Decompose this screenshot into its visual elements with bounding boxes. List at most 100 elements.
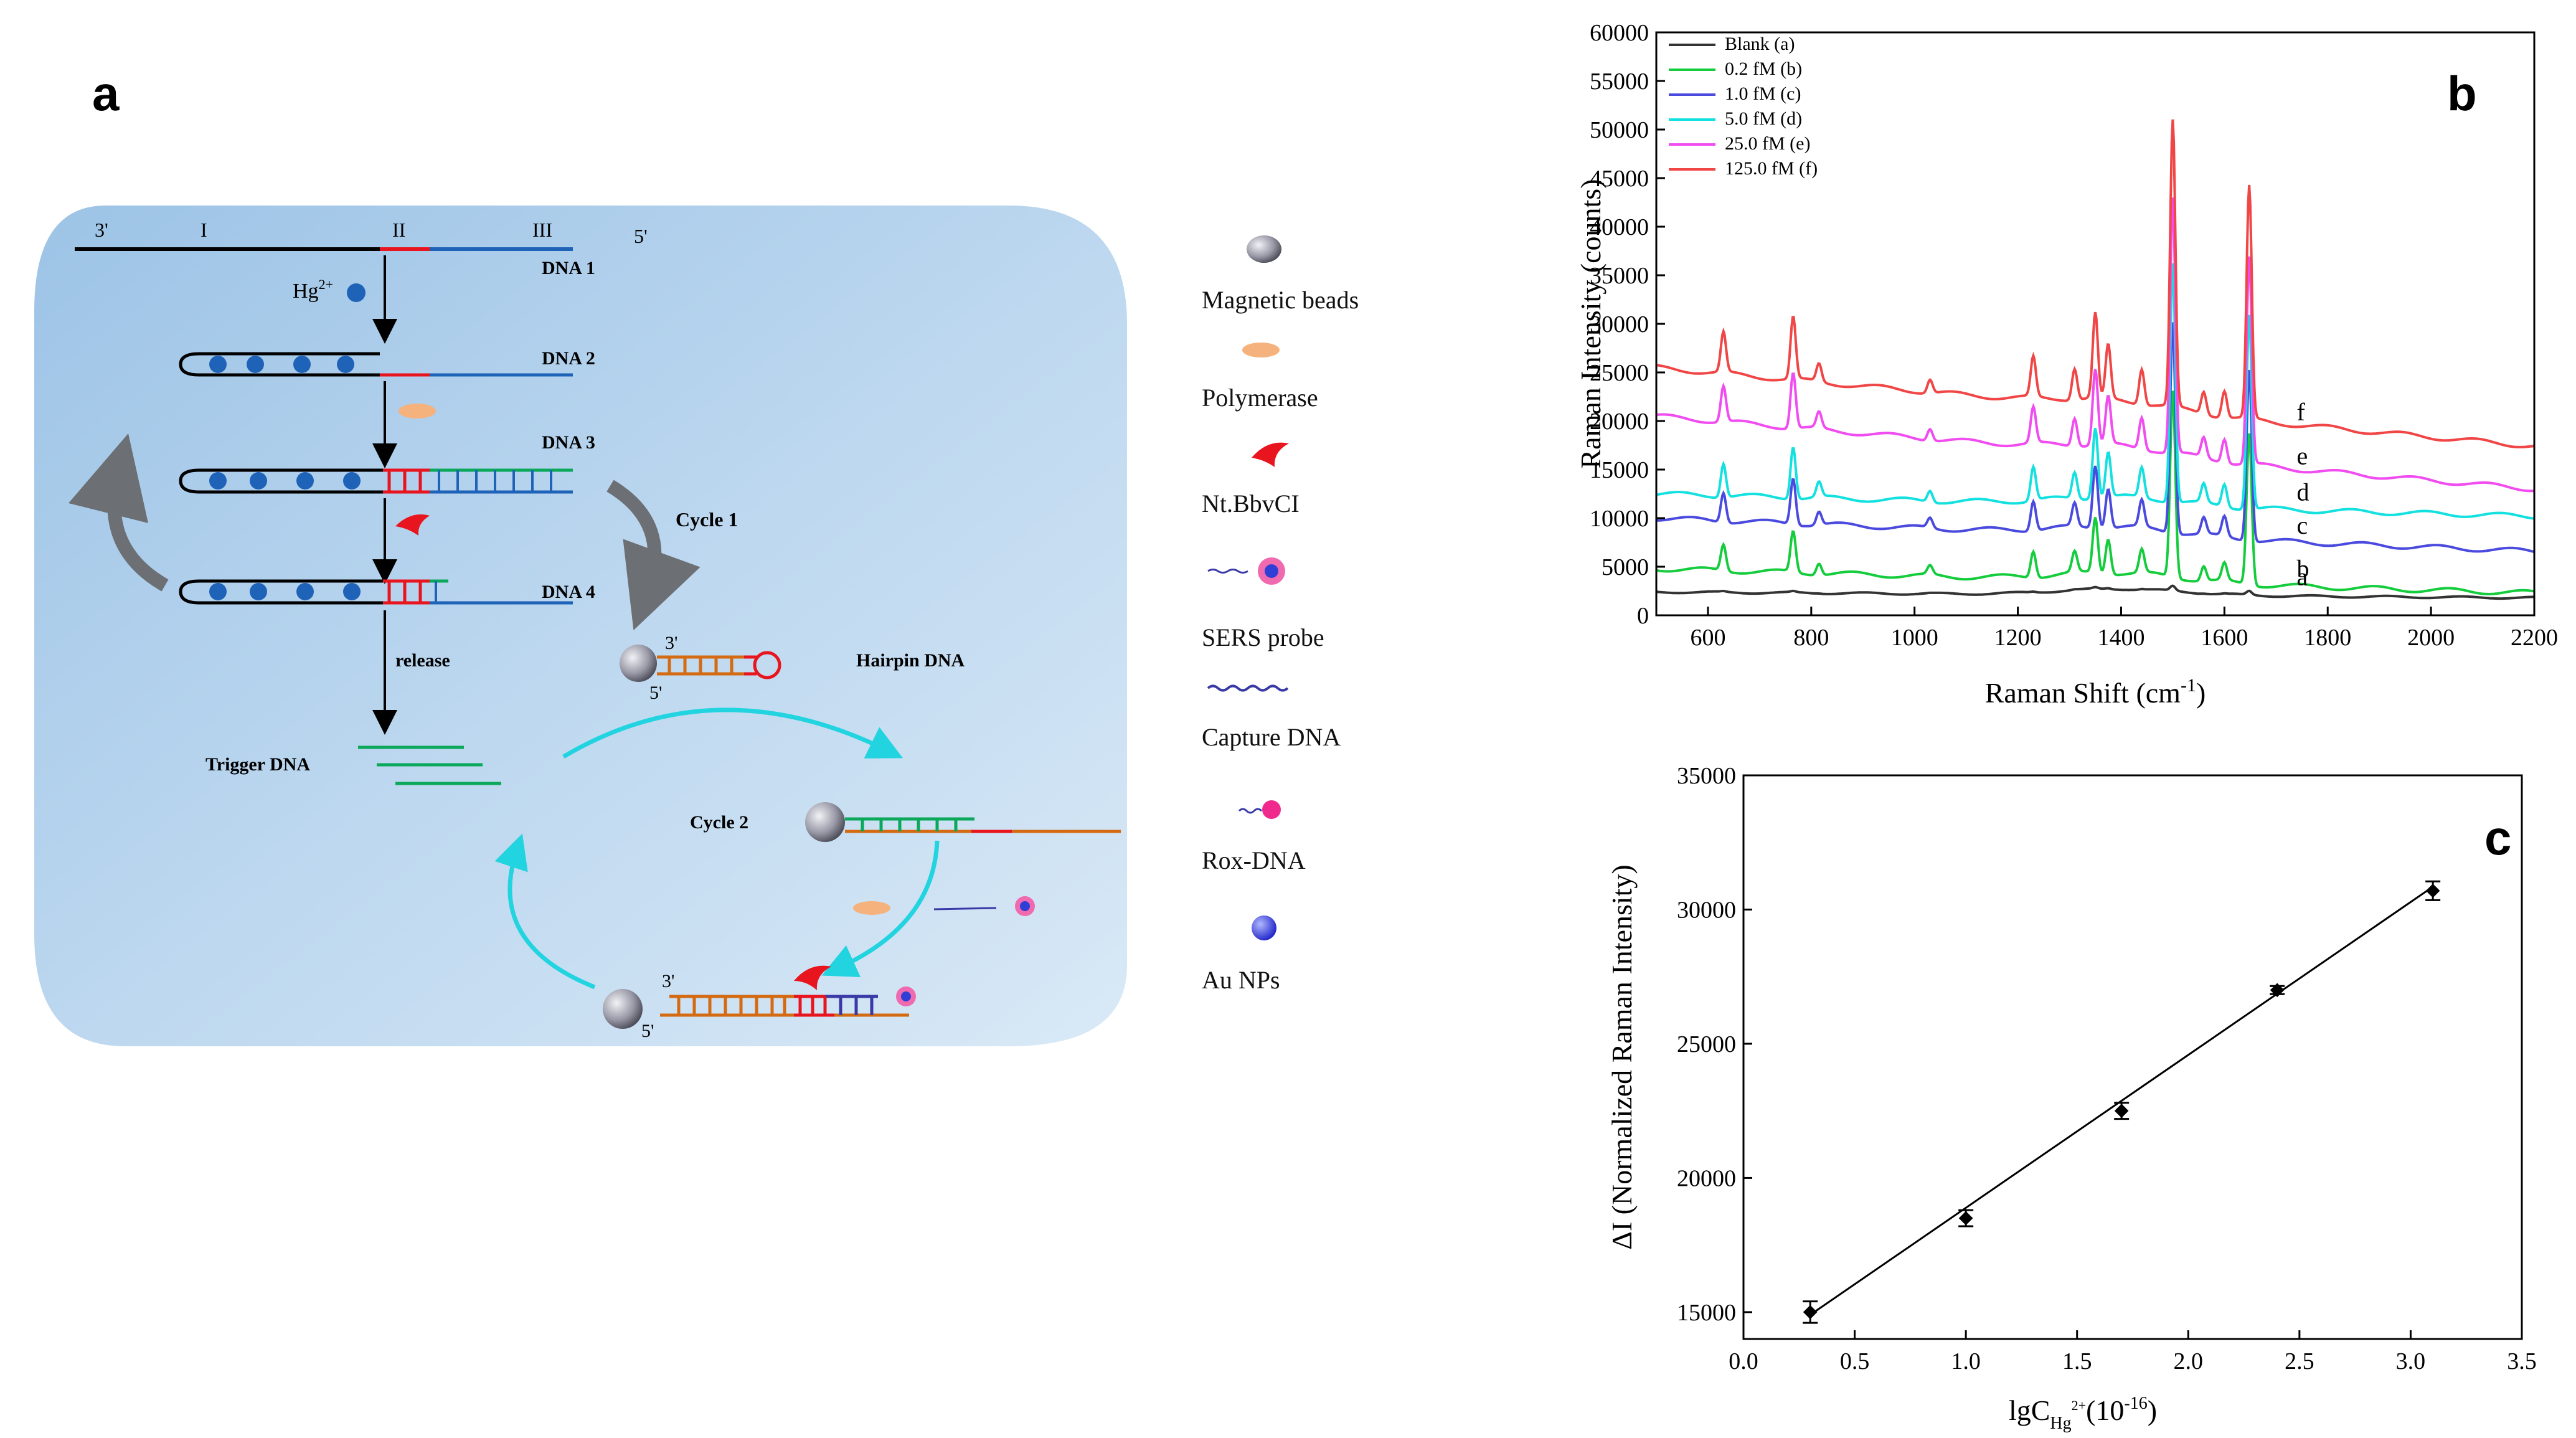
legend-entry-e: 25.0 fM (e) xyxy=(1725,133,1810,154)
hg-ion-icon xyxy=(347,283,366,302)
series-tag-a: a xyxy=(2296,563,2308,591)
y-tick-label: 55000 xyxy=(1590,69,1649,95)
bottom-bead-icon xyxy=(603,989,643,1029)
x-tick-label: 1.0 xyxy=(1951,1348,1981,1374)
bottom-duplex xyxy=(660,995,909,1017)
bottom-end-5: 5' xyxy=(641,1021,654,1041)
dna3-label: DNA 3 xyxy=(542,432,595,453)
x-tick-label: 1800 xyxy=(2304,625,2351,651)
capture-dna-icon xyxy=(1207,684,1289,692)
legend-icons xyxy=(1207,235,1289,940)
nickase-icon xyxy=(395,514,430,536)
data-point xyxy=(1803,1305,1818,1320)
y-tick-label: 20000 xyxy=(1590,409,1649,435)
cycle1-label: Cycle 1 xyxy=(676,508,738,531)
legend-entry-f: 125.0 fM (f) xyxy=(1725,158,1818,179)
dna4-label: DNA 4 xyxy=(542,582,595,602)
release-label: release xyxy=(395,650,450,671)
y-tick-label: 30000 xyxy=(1590,311,1649,338)
y-tick-label: 40000 xyxy=(1590,214,1649,240)
au-np-icon xyxy=(1252,915,1276,940)
fit-line xyxy=(1809,886,2433,1316)
sers-probe-icon-2 xyxy=(933,896,1035,916)
series-tag-c: c xyxy=(2296,511,2308,539)
x-tick-label: 1600 xyxy=(2201,625,2248,651)
legend-label-magnetic-beads: Magnetic beads xyxy=(1202,286,1359,314)
trigger-dna-label: Trigger DNA xyxy=(205,754,310,775)
data-point xyxy=(2114,1104,2129,1119)
x-tick-label: 0.5 xyxy=(1840,1348,1870,1374)
rox-dna-icon xyxy=(1238,800,1281,819)
x-tick-label: 600 xyxy=(1690,625,1725,651)
raman-spectra-chart: 600 800 1000 1200 1400 1600 1800 2000 2200 0 5000 1… xyxy=(1575,20,2558,709)
series-line-e xyxy=(1656,197,2535,493)
dna2-hairpin xyxy=(179,352,573,377)
middle-bead-icon xyxy=(805,802,845,842)
y-tick-label: 45000 xyxy=(1590,166,1649,192)
dna1-end-5: 5' xyxy=(634,225,648,247)
dna3-duplex xyxy=(179,468,573,494)
hairpin-label: Hairpin DNA xyxy=(856,650,965,671)
panel-label-a: a xyxy=(92,66,120,121)
series-line-a xyxy=(1656,584,2534,600)
magnetic-bead-icon xyxy=(1247,235,1281,263)
x-tick-label: 0.0 xyxy=(1729,1348,1758,1374)
cycle2-top-arrow xyxy=(562,707,903,759)
x-tick-label: 2000 xyxy=(2407,625,2455,651)
legend-entry-c: 1.0 fM (c) xyxy=(1725,83,1801,104)
x-tick-label: 800 xyxy=(1793,625,1829,651)
hairpin-dna xyxy=(657,651,781,679)
cycle1-left-arrow xyxy=(68,433,169,592)
dna1-label: DNA 1 xyxy=(542,258,595,278)
y-tick-label: 30000 xyxy=(1677,897,1736,923)
y-tick-label: 10000 xyxy=(1590,506,1649,532)
data-point xyxy=(2425,883,2440,898)
sers-probe-icon-3 xyxy=(896,986,916,1006)
cycle1-right-arrow xyxy=(606,480,701,631)
x-axis-label: Raman Shift (cm-1) xyxy=(1985,675,2206,709)
dna2-label: DNA 2 xyxy=(542,348,595,369)
nickase-icon-2 xyxy=(794,965,831,990)
panel-label-b: b xyxy=(2447,66,2477,121)
y-tick-label: 25000 xyxy=(1677,1031,1736,1057)
calibration-chart: 0.0 0.5 1.0 1.5 2.0 2.5 3.0 3.5 15000 20000 25000 3… xyxy=(1606,763,2537,1432)
y-tick-label: 60000 xyxy=(1590,20,1649,46)
series-tag-b: b xyxy=(2296,554,2309,582)
series-line-d xyxy=(1656,263,2535,520)
hg-label: Hg2+ xyxy=(293,277,333,303)
y-tick-label: 5000 xyxy=(1602,554,1649,580)
region-III-label: III xyxy=(532,219,552,241)
y-tick-label: 50000 xyxy=(1590,117,1649,143)
legend-label-rox-dna: Rox-DNA xyxy=(1202,846,1306,874)
polymerase-icon xyxy=(399,404,436,419)
y-tick-label: 15000 xyxy=(1677,1300,1736,1326)
x-tick-label: 2.0 xyxy=(2174,1348,2204,1374)
y-tick-label: 35000 xyxy=(1590,263,1649,289)
legend-label-polymerase: Polymerase xyxy=(1202,384,1318,412)
series-line-f xyxy=(1656,119,2535,448)
x-tick-label: 1200 xyxy=(1994,625,2042,651)
nickase-icon xyxy=(1252,442,1289,467)
series-tag-f: f xyxy=(2296,398,2305,426)
x-tick-label: 2200 xyxy=(2511,625,2558,651)
x-tick-label: 1000 xyxy=(1891,625,1938,651)
schematic-background xyxy=(34,206,1127,1046)
x-tick-label: 3.5 xyxy=(2507,1348,2537,1374)
dna1-end-3: 3' xyxy=(95,219,108,241)
legend-label-sers-probe: SERS probe xyxy=(1202,623,1324,651)
y-tick-label: 0 xyxy=(1637,603,1649,629)
y-axis-label: Raman Intensity (counts) xyxy=(1575,179,1606,468)
dna4-duplex xyxy=(179,579,573,605)
region-I-label: I xyxy=(201,219,207,241)
cycle2-right-arrow xyxy=(821,840,940,977)
y-axis-label: ΔI (Normalized Raman Intensity) xyxy=(1606,864,1638,1249)
x-tick-label: 3.0 xyxy=(2396,1348,2426,1374)
legend-entry-b: 0.2 fM (b) xyxy=(1725,59,1802,79)
trigger-dna-strands xyxy=(358,745,501,785)
series-line-b xyxy=(1656,390,2535,596)
y-tick-label: 35000 xyxy=(1677,763,1736,789)
legend-entry-a: Blank (a) xyxy=(1725,34,1795,54)
x-tick-label: 1.5 xyxy=(2062,1348,2092,1374)
schematic-diagram: 3' I II III 5' DNA 1 Hg2+ DNA 2 DNA 3 xyxy=(34,206,1127,1046)
data-point xyxy=(2270,983,2285,998)
